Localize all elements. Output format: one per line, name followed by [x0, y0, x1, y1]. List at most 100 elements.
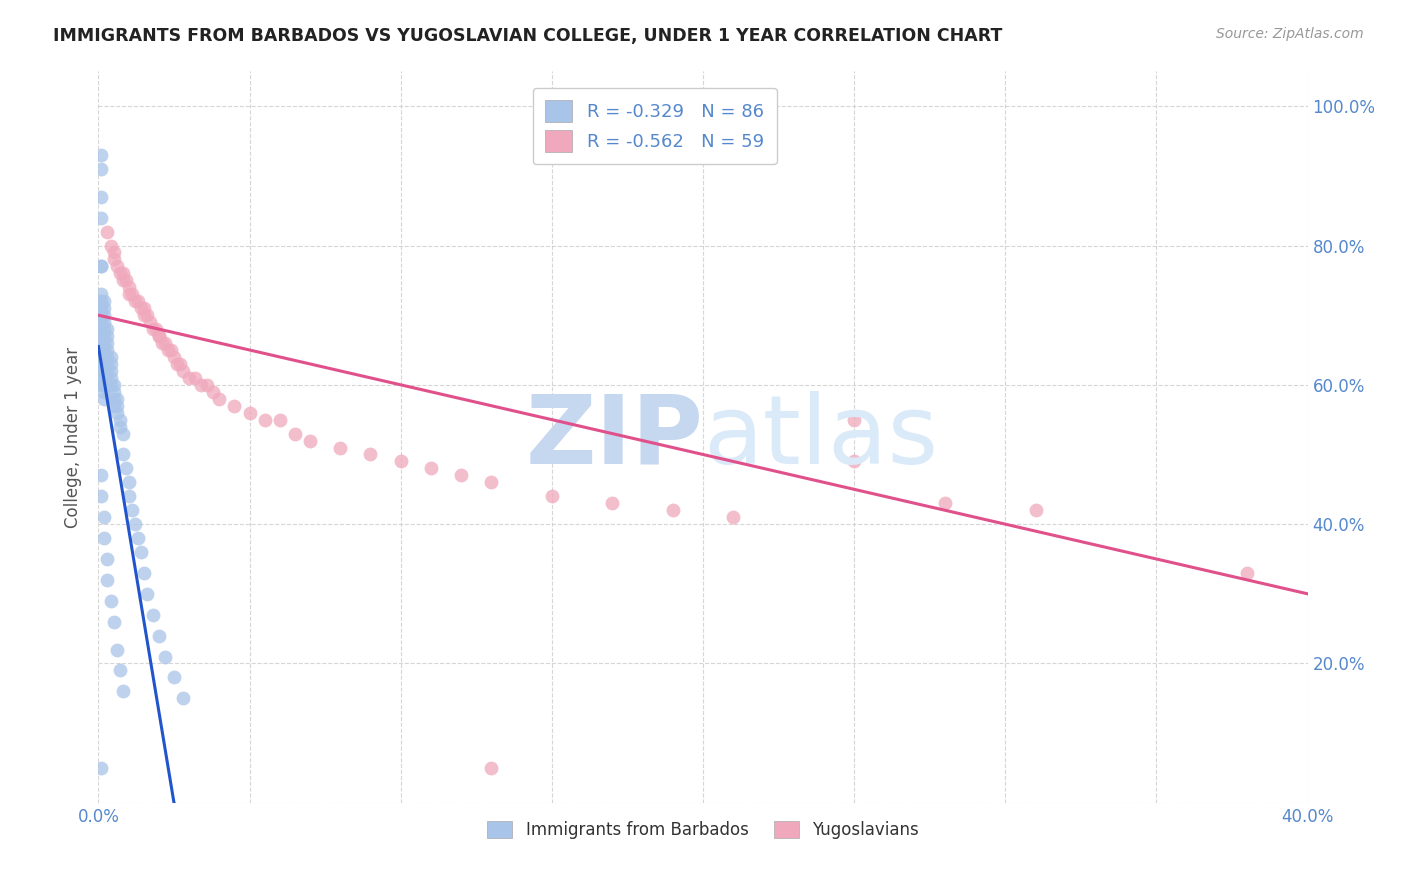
Point — [121, 503, 143, 517]
Point — [105, 392, 128, 406]
Point — [96, 336, 118, 351]
Point — [93, 336, 115, 351]
Point — [93, 315, 115, 329]
Point — [135, 308, 157, 322]
Text: IMMIGRANTS FROM BARBADOS VS YUGOSLAVIAN COLLEGE, UNDER 1 YEAR CORRELATION CHART: IMMIGRANTS FROM BARBADOS VS YUGOSLAVIAN … — [53, 27, 1002, 45]
Point — [90, 315, 112, 329]
Point — [145, 322, 167, 336]
Point — [195, 377, 218, 392]
Point — [114, 273, 136, 287]
Point — [121, 287, 143, 301]
Text: atlas: atlas — [703, 391, 938, 483]
Point — [127, 531, 149, 545]
Point — [172, 691, 194, 706]
Point — [142, 607, 165, 622]
Point — [163, 670, 186, 684]
Point — [93, 357, 115, 371]
Point — [108, 664, 131, 678]
Point — [100, 364, 122, 378]
Point — [208, 392, 231, 406]
Point — [118, 489, 141, 503]
Point — [96, 329, 118, 343]
Point — [90, 329, 112, 343]
Point — [661, 503, 683, 517]
Point — [93, 350, 115, 364]
Point — [253, 412, 276, 426]
Point — [90, 357, 112, 371]
Point — [190, 377, 212, 392]
Point — [90, 322, 112, 336]
Point — [90, 308, 112, 322]
Point — [111, 684, 134, 698]
Point — [90, 287, 112, 301]
Point — [96, 350, 118, 364]
Point — [105, 406, 128, 420]
Point — [96, 225, 118, 239]
Point — [124, 517, 146, 532]
Point — [239, 406, 262, 420]
Point — [90, 148, 112, 162]
Point — [184, 371, 207, 385]
Point — [844, 412, 866, 426]
Point — [90, 371, 112, 385]
Point — [139, 315, 162, 329]
Point — [108, 266, 131, 280]
Point — [844, 454, 866, 468]
Point — [93, 392, 115, 406]
Point — [96, 371, 118, 385]
Point — [108, 412, 131, 426]
Point — [90, 211, 112, 225]
Text: ZIP: ZIP — [524, 391, 703, 483]
Point — [135, 587, 157, 601]
Point — [1024, 503, 1046, 517]
Point — [269, 412, 291, 426]
Point — [150, 336, 173, 351]
Point — [103, 615, 125, 629]
Point — [103, 245, 125, 260]
Point — [90, 350, 112, 364]
Point — [118, 287, 141, 301]
Point — [124, 294, 146, 309]
Point — [129, 301, 152, 316]
Point — [103, 399, 125, 413]
Point — [172, 364, 194, 378]
Point — [90, 364, 112, 378]
Point — [602, 496, 624, 510]
Point — [93, 371, 115, 385]
Point — [148, 629, 170, 643]
Point — [96, 377, 118, 392]
Point — [103, 377, 125, 392]
Point — [360, 448, 382, 462]
Point — [111, 426, 134, 441]
Point — [160, 343, 183, 357]
Point — [148, 329, 170, 343]
Point — [90, 343, 112, 357]
Point — [93, 377, 115, 392]
Point — [481, 761, 503, 775]
Point — [105, 399, 128, 413]
Point — [96, 322, 118, 336]
Point — [103, 252, 125, 267]
Point — [90, 489, 112, 503]
Point — [90, 468, 112, 483]
Point — [90, 377, 112, 392]
Point — [118, 475, 141, 490]
Point — [90, 260, 112, 274]
Point — [142, 322, 165, 336]
Point — [114, 461, 136, 475]
Point — [96, 573, 118, 587]
Point — [90, 301, 112, 316]
Point — [93, 364, 115, 378]
Legend: Immigrants from Barbados, Yugoslavians: Immigrants from Barbados, Yugoslavians — [481, 814, 925, 846]
Point — [111, 273, 134, 287]
Point — [108, 419, 131, 434]
Point — [90, 190, 112, 204]
Point — [179, 371, 201, 385]
Point — [90, 161, 112, 176]
Point — [166, 357, 188, 371]
Point — [111, 266, 134, 280]
Point — [420, 461, 443, 475]
Point — [96, 552, 118, 566]
Point — [540, 489, 562, 503]
Point — [329, 441, 352, 455]
